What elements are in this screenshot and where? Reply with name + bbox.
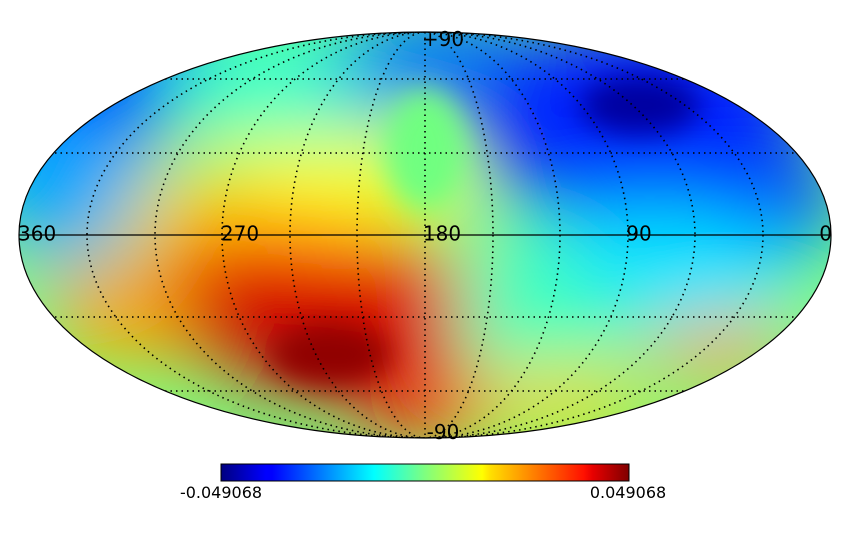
lon-label-0: 0 (819, 222, 832, 246)
map-outline (18, 31, 832, 439)
lat-label-bottom: -90 (427, 420, 460, 444)
lon-label-360: 360 (18, 222, 56, 246)
colorbar-max-label: 0.049068 (590, 483, 666, 502)
lon-label-90: 90 (626, 222, 651, 246)
lon-label-180: 180 (423, 222, 461, 246)
colorbar (220, 463, 630, 482)
colorbar-min-label: -0.049068 (180, 483, 262, 502)
lon-label-270: 270 (221, 222, 259, 246)
lat-label-top: +90 (422, 27, 464, 51)
